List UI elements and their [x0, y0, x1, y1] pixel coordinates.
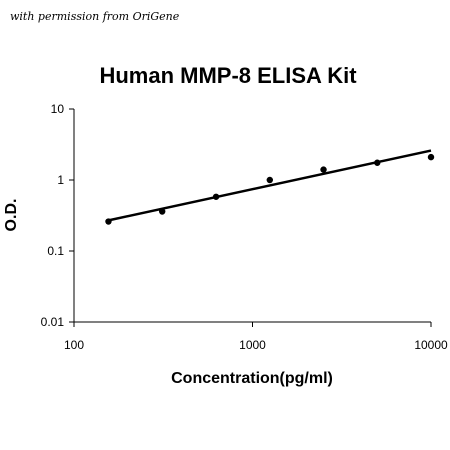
x-axis-label: Concentration(pg/ml) [171, 370, 333, 387]
plot-marks [105, 149, 435, 225]
y-tick-label: 10 [51, 102, 65, 116]
x-tick-label: 10000 [414, 338, 448, 352]
y-tick-label: 0.01 [41, 315, 65, 329]
y-axis-label: O.D. [3, 199, 20, 232]
data-point [105, 218, 112, 225]
x-tick-label: 1000 [239, 338, 266, 352]
y-tick-label: 0.1 [47, 244, 64, 258]
data-point [212, 193, 220, 200]
permission-note: with permission from OriGene [10, 10, 180, 23]
x-tick-label: 100 [64, 338, 84, 352]
data-point [374, 159, 381, 166]
ticks: 10 1 0.1 0.01 100 1000 10000 [41, 102, 448, 352]
trend-line [108, 149, 432, 222]
data-point [320, 166, 327, 173]
data-point [427, 153, 435, 161]
data-point [266, 176, 273, 184]
data-point [159, 208, 166, 215]
chart-title: Human MMP-8 ELISA Kit [99, 63, 357, 88]
y-tick-label: 1 [57, 173, 64, 187]
